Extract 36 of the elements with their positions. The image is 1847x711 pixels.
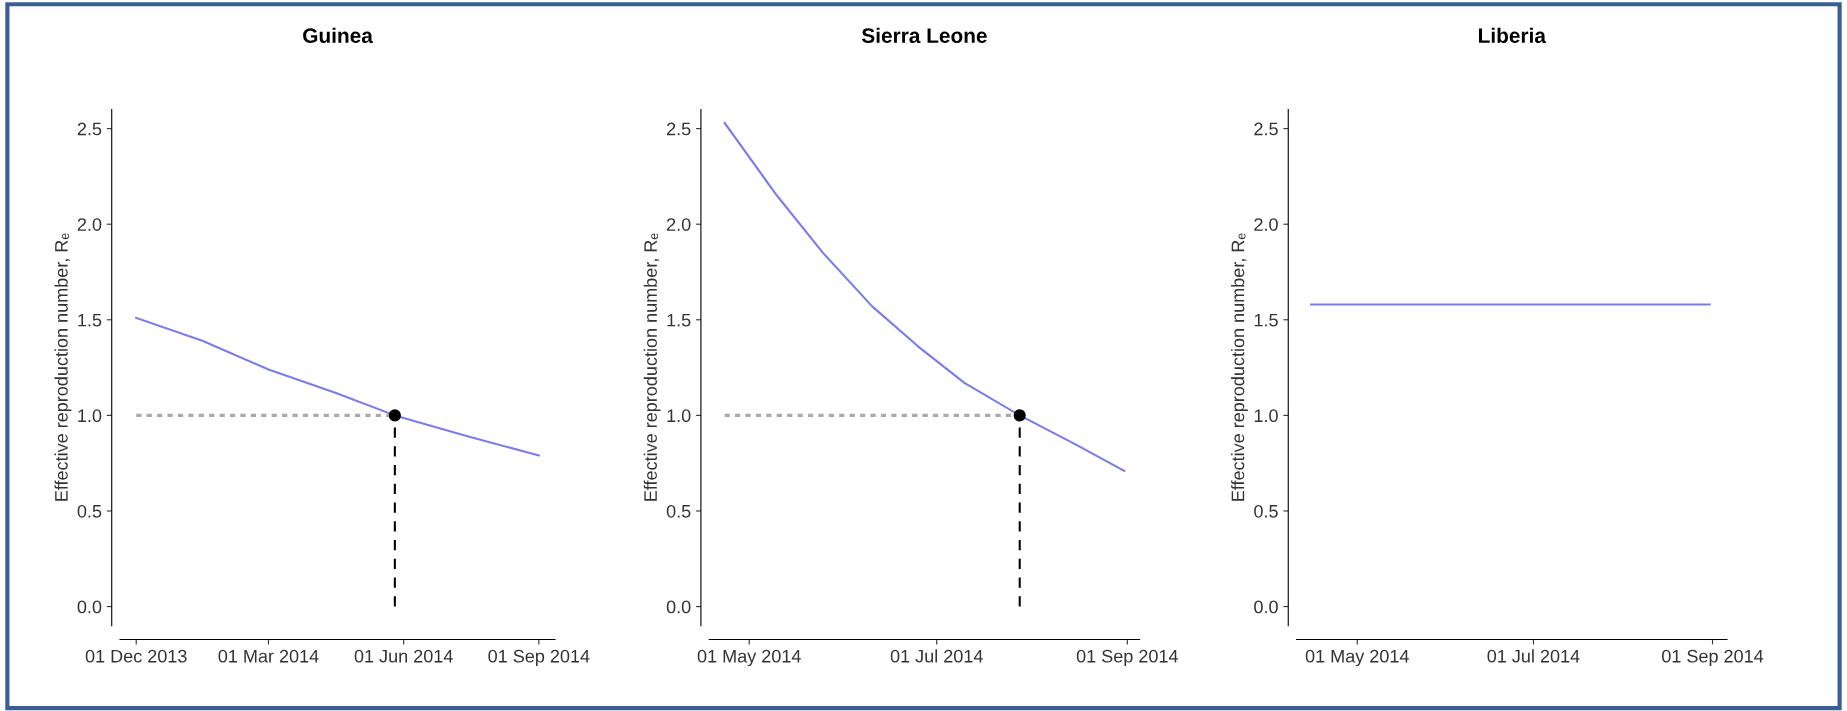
y-tick-label: 2.5 [1254,122,1278,136]
y-tick-label: 1.0 [1254,409,1278,423]
y-tick-label: 2.0 [77,218,102,231]
y-axis-title: Effective reproduction number, Rₑ [54,233,72,501]
y-tick-label: 0.5 [666,504,691,518]
chart-title: Guinea [303,27,373,44]
y-tick-label: 1.5 [667,313,691,327]
x-tick-label: 01 Mar 2014 [218,649,319,663]
x-tick-label: 01 May 2014 [1305,649,1409,667]
y-tick-label: 0.0 [77,600,102,614]
y-tick-label: 1.0 [667,409,691,423]
x-tick-label: 01 Jul 2014 [890,649,983,663]
line-series [135,316,540,457]
y-axis-title: Effective reproduction number, Rₑ [643,233,661,501]
y-tick-label: 2.0 [667,218,691,231]
y-tick-label: 1.5 [1254,313,1278,327]
x-tick-label: 01 May 2014 [697,649,801,667]
x-tick-label: 01 Jul 2014 [1487,649,1580,663]
chart-title: Liberia [1479,27,1547,44]
x-tick-label: 01 Sep 2014 [1662,649,1764,667]
y-tick-label: 1.5 [78,313,102,327]
y-tick-label: 1.0 [78,409,102,423]
y-tick-label: 0.5 [1254,504,1278,518]
y-tick-label: 0.5 [77,504,102,518]
x-tick-label: 01 Sep 2014 [488,649,590,667]
chart-title: Sierra Leone [861,27,987,44]
y-tick-label: 2.5 [77,122,102,136]
y-tick-label: 2.0 [1254,218,1278,231]
x-tick-label: 01 Sep 2014 [1076,649,1178,667]
y-tick-label: 0.0 [666,600,691,614]
x-tick-label: 01 Dec 2013 [85,649,187,663]
line-series [723,121,1126,472]
y-axis-title: Effective reproduction number, Rₑ [1231,233,1248,501]
y-tick-label: 2.5 [667,122,691,136]
x-tick-label: 01 Jun 2014 [354,649,453,663]
y-tick-label: 0.0 [1254,600,1278,614]
